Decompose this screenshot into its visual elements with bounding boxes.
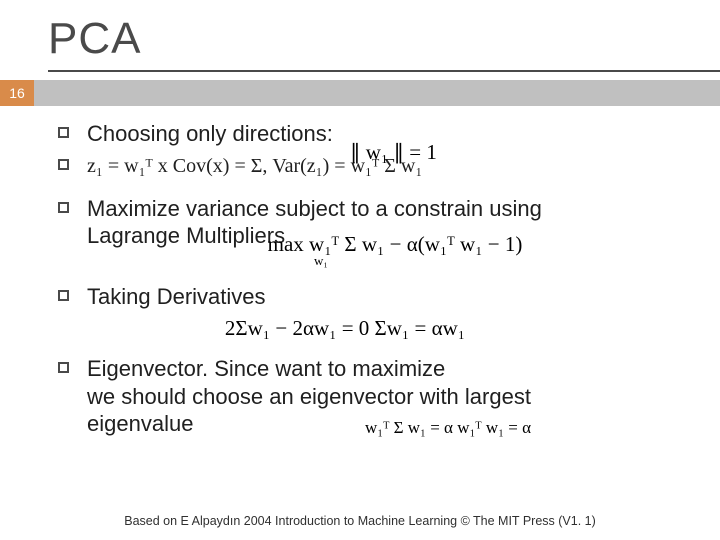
bullet-item-4: Taking Derivatives <box>58 283 672 311</box>
slide-number: 16 <box>0 80 34 106</box>
eq-norm-w1: ∥ w₁ ∥ = 1 <box>350 140 437 165</box>
title-underline <box>48 70 720 72</box>
eq-eigen-max: w₁ᵀ Σ w₁ = α w₁ᵀ w₁ = α <box>365 418 531 438</box>
bullet-icon <box>58 127 69 138</box>
bullet-text-5b: we should choose an eigenvector with lar… <box>87 384 531 409</box>
footer-attribution: Based on E Alpaydın 2004 Introduction to… <box>0 514 720 528</box>
bullet-text-5a: Eigenvector. Since want to maximize <box>87 356 445 381</box>
bullet-icon <box>58 290 69 301</box>
bullet-icon <box>58 159 69 170</box>
bullet-text-3a: Maximize variance subject to a constrain… <box>87 196 542 221</box>
bullet-text-1: Choosing only directions: <box>87 120 333 148</box>
eq-derivative: 2Σw₁ − 2αw₁ = 0 Σw₁ = αw₁ <box>18 316 672 341</box>
bullet-text-5c: eigenvalue <box>87 411 193 436</box>
slide: PCA 16 Choosing only directions: ∥ w₁ ∥ … <box>0 0 720 540</box>
slide-title: PCA <box>48 14 720 64</box>
eq-lagrange-main: max w₁ᵀ Σ w₁ − α(w₁ᵀ w₁ − 1) <box>268 232 523 256</box>
bullet-text-3b: Lagrange Multipliers <box>87 223 285 248</box>
title-row: PCA <box>0 0 720 80</box>
bullet-text-4: Taking Derivatives <box>87 283 266 311</box>
content-area: Choosing only directions: ∥ w₁ ∥ = 1 z₁ … <box>0 106 720 438</box>
bullet-icon <box>58 202 69 213</box>
accent-band: 16 <box>0 80 720 106</box>
bullet-icon <box>58 362 69 373</box>
